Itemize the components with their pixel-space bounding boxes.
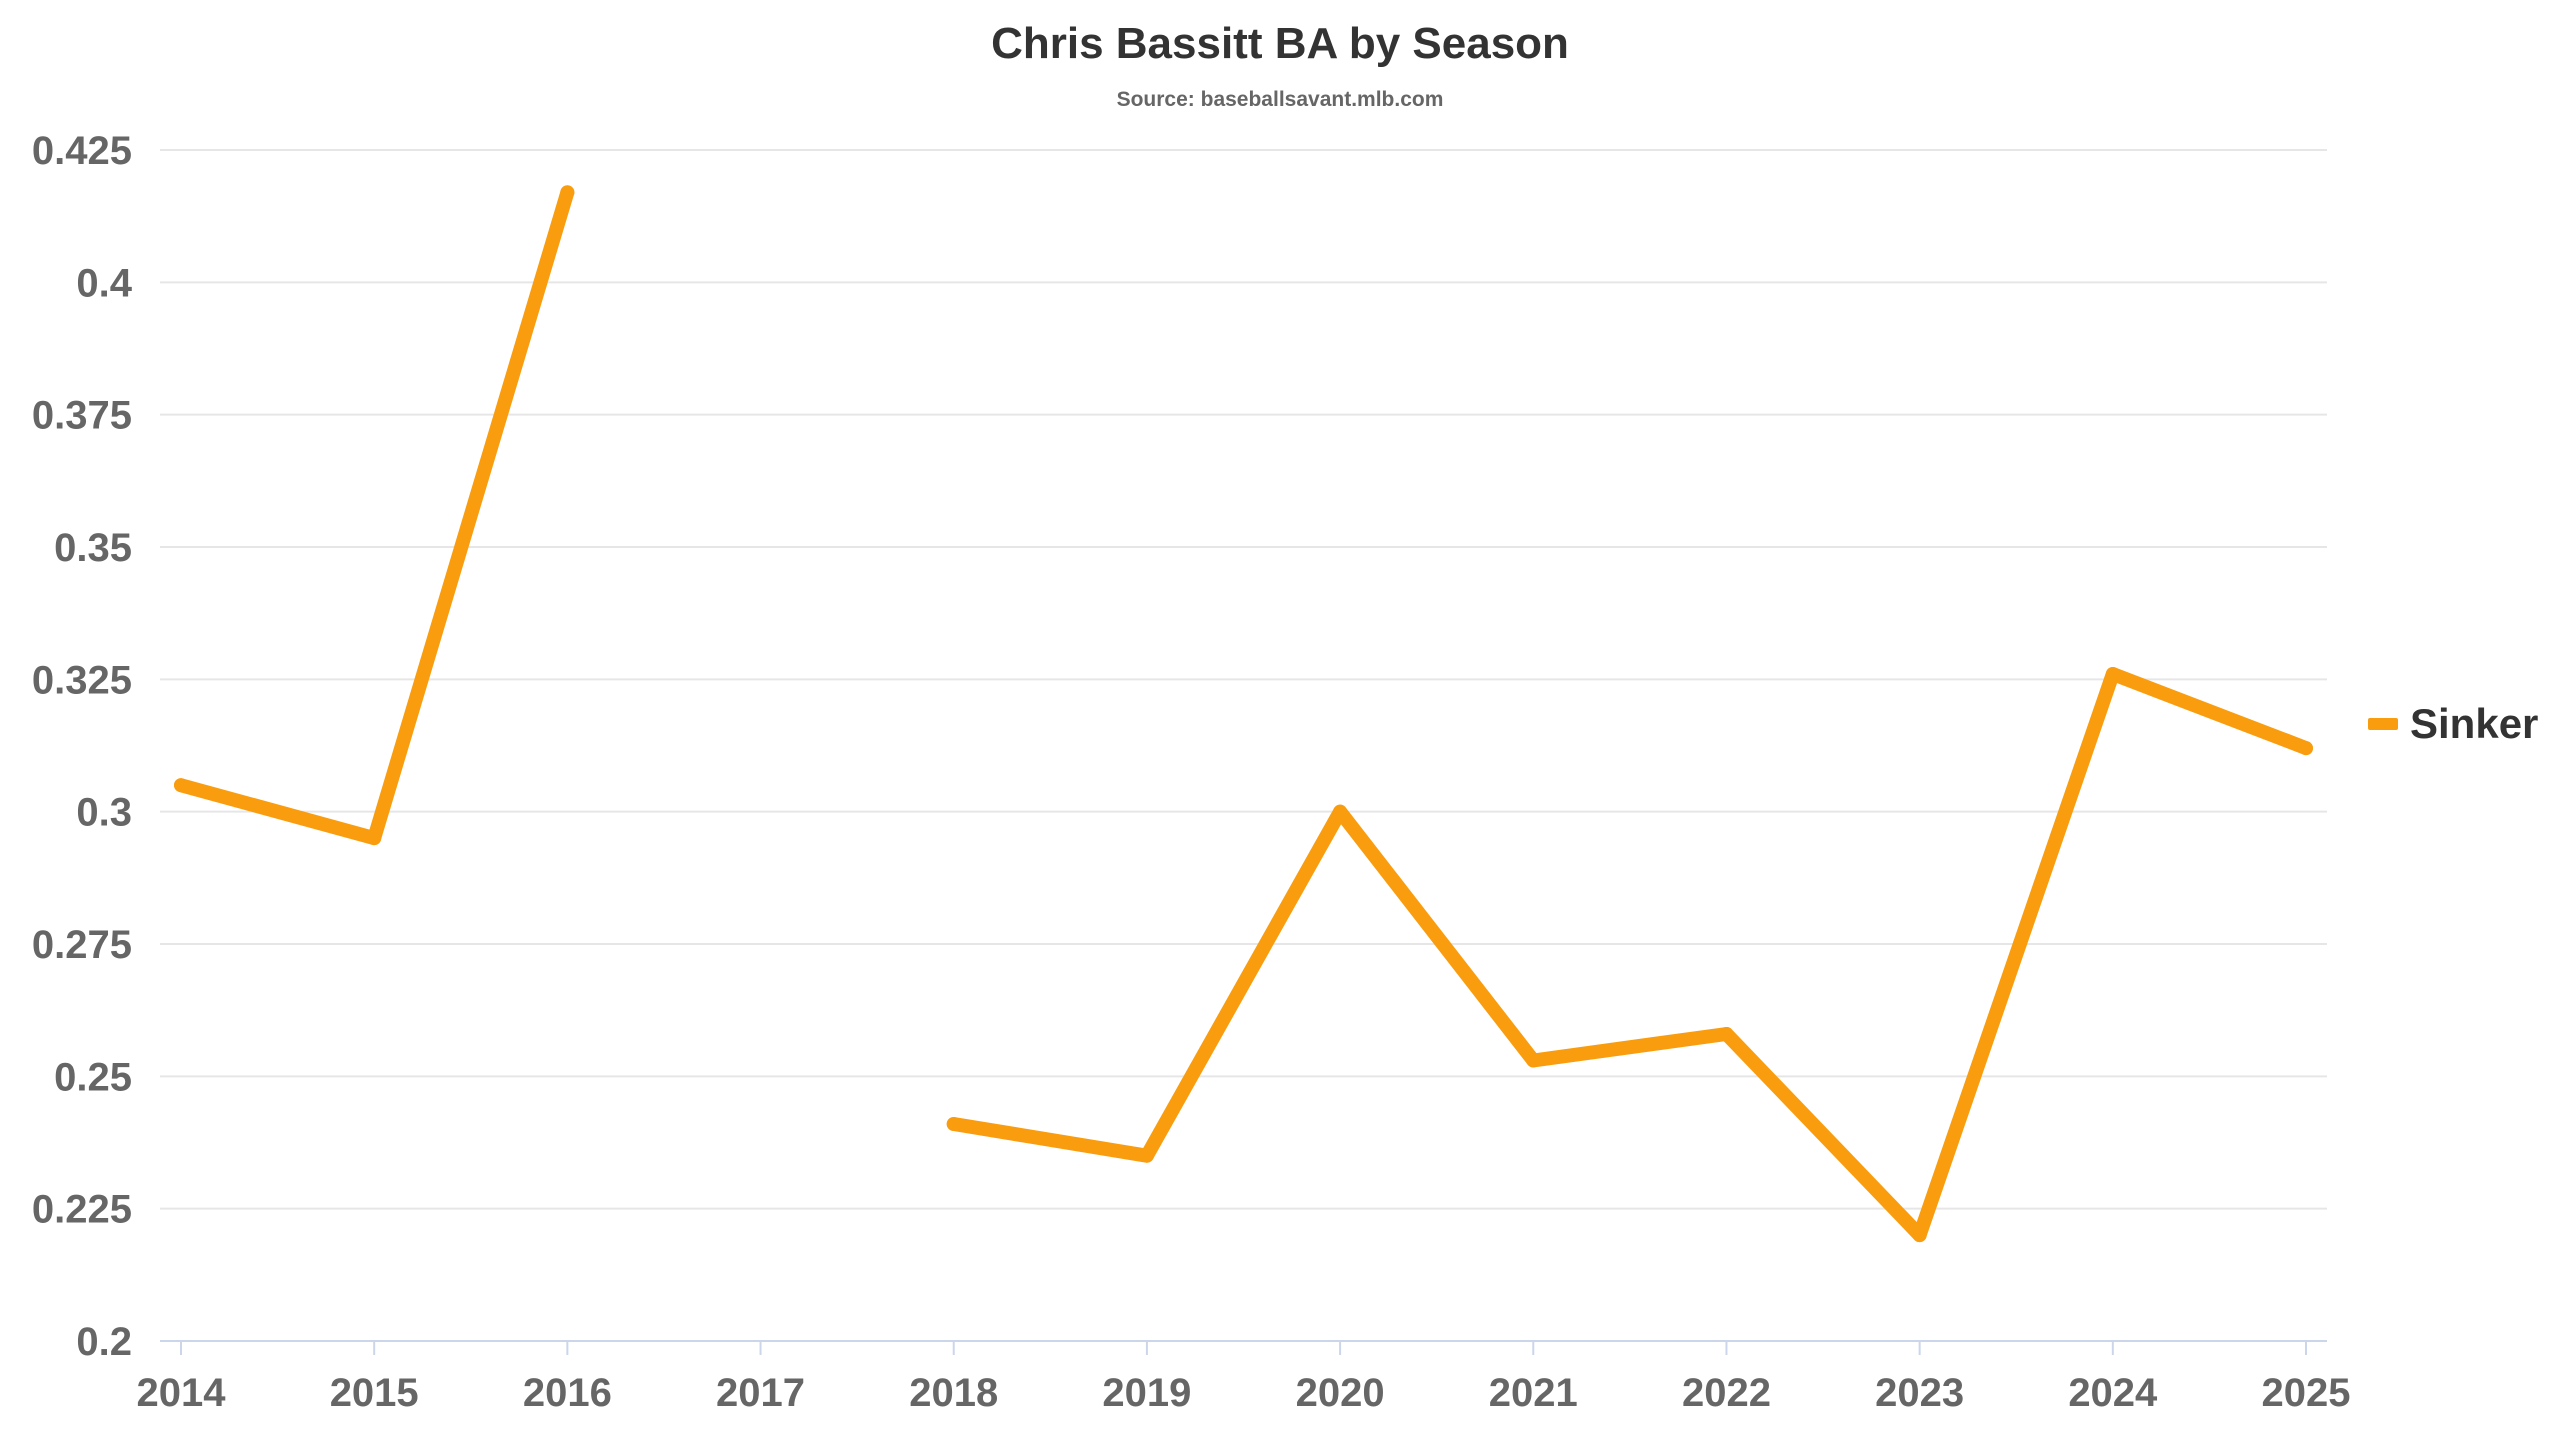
data-point[interactable] <box>367 831 382 846</box>
y-tick-label: 0.225 <box>32 1188 132 1232</box>
y-tick-label: 0.275 <box>32 923 132 967</box>
y-tick-label: 0.375 <box>32 394 132 438</box>
x-tick-label: 2016 <box>523 1371 612 1415</box>
data-point[interactable] <box>174 778 188 793</box>
series-line-sinker[interactable] <box>174 185 575 846</box>
x-tick-label: 2024 <box>2068 1371 2158 1415</box>
legend-label-sinker: Sinker <box>2410 700 2538 747</box>
x-tick-label: 2017 <box>716 1371 805 1415</box>
data-point[interactable] <box>1526 1053 1541 1068</box>
series-lines <box>174 185 2313 1243</box>
x-tick-label: 2018 <box>909 1371 998 1415</box>
data-point[interactable] <box>1912 1228 1927 1243</box>
chart-subtitle: Source: baseballsavant.mlb.com <box>1117 88 1444 111</box>
y-tick-label: 0.25 <box>54 1055 132 1099</box>
data-point[interactable] <box>946 1116 961 1131</box>
legend-swatch-sinker <box>2368 718 2398 730</box>
x-tick-label: 2021 <box>1489 1371 1578 1415</box>
data-point[interactable] <box>560 185 575 200</box>
data-points <box>174 185 2313 1243</box>
y-tick-label: 0.425 <box>32 129 132 173</box>
data-point[interactable] <box>2105 667 2120 682</box>
x-tick-label: 2015 <box>330 1371 419 1415</box>
x-axis-tick-marks <box>180 1341 2307 1355</box>
x-tick-label: 2014 <box>137 1371 227 1415</box>
series-line-sinker[interactable] <box>946 667 2313 1243</box>
x-tick-label: 2019 <box>1102 1371 1191 1415</box>
data-point[interactable] <box>1139 1148 1154 1163</box>
y-tick-label: 0.2 <box>76 1320 132 1364</box>
x-tick-label: 2020 <box>1296 1371 1385 1415</box>
grid-lines <box>160 149 2327 1210</box>
x-tick-label: 2025 <box>2262 1371 2351 1415</box>
x-axis-labels: 2014 2015 2016 2017 2018 2019 2020 2021 2022 2023… <box>137 1371 2351 1415</box>
y-tick-label: 0.4 <box>76 261 132 305</box>
y-axis-labels: 0.2 0.225 0.25 0.275 0.3 0.325 0.35 0.375 0.4 0.4… <box>32 129 133 1364</box>
data-point[interactable] <box>2299 741 2313 756</box>
x-tick-label: 2023 <box>1875 1371 1964 1415</box>
legend[interactable]: Sinker <box>2368 700 2538 747</box>
x-tick-label: 2022 <box>1682 1371 1771 1415</box>
data-point[interactable] <box>1719 1026 1734 1041</box>
y-tick-label: 0.325 <box>32 658 132 702</box>
chart-title: Chris Bassitt BA by Season <box>991 19 1569 68</box>
data-point[interactable] <box>1333 804 1348 819</box>
y-tick-label: 0.3 <box>76 791 132 835</box>
y-tick-label: 0.35 <box>54 526 132 570</box>
